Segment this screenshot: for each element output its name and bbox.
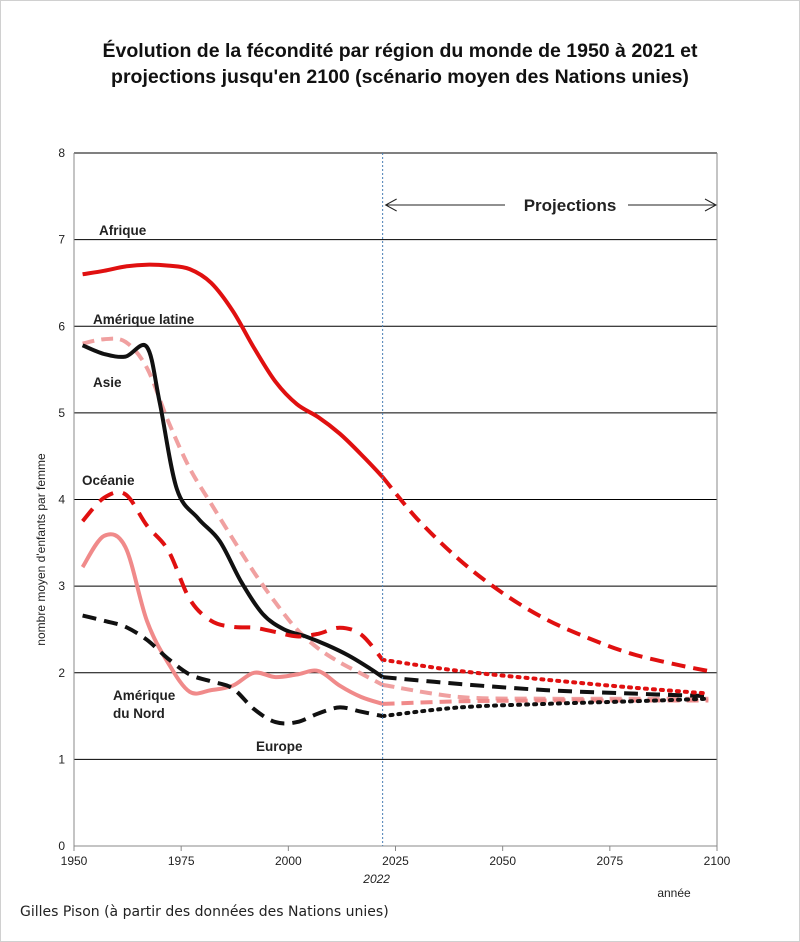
x-tick-label-1950: 1950 (61, 854, 88, 868)
series-4-observed-line (80, 532, 384, 706)
y-tick-label-2: 2 (58, 666, 65, 680)
y-axis-title: nombre moyen d'enfants par femme (34, 453, 48, 646)
x-tick-label-2050: 2050 (489, 854, 516, 868)
series-3-observed-line (81, 490, 385, 662)
y-tick-label-8: 8 (58, 146, 65, 160)
projection-arrow-right-head (704, 198, 718, 212)
x-axis-title: année (657, 886, 691, 900)
projection-label: Projections (524, 196, 617, 215)
region-label-0: Afrique (99, 223, 147, 238)
marker-year-label: 2022 (362, 872, 390, 886)
series-2-projection-line (382, 675, 709, 699)
grid-lines (74, 152, 717, 760)
series-5-observed-line (82, 613, 384, 726)
annotations-layer: 2022 Projections (362, 153, 718, 886)
region-label-2: Asie (93, 375, 122, 390)
series-0-projection-line (381, 475, 709, 673)
region-label-5: du Nord (113, 706, 165, 721)
series-2-observed-line (81, 343, 384, 679)
x-tick-label-2075: 2075 (596, 854, 623, 868)
y-tick-label-1: 1 (58, 752, 65, 766)
x-tick-label-2025: 2025 (382, 854, 409, 868)
region-label-4: Amérique (113, 688, 176, 703)
y-tick-label-0: 0 (58, 839, 65, 853)
x-tick-label-2100: 2100 (704, 854, 731, 868)
projection-arrow-left-head (384, 198, 397, 212)
x-tick-label-2000: 2000 (275, 854, 302, 868)
chart-title: Évolution de la fécondité par région du … (102, 40, 698, 88)
y-tick-label-3: 3 (58, 579, 65, 593)
series-1-observed-line (82, 336, 384, 687)
labels-layer: Afrique Amérique latine Asie Océanie Amériqu… (82, 223, 303, 754)
y-tick-label-4: 4 (58, 493, 65, 507)
y-tick-label-7: 7 (58, 233, 65, 247)
region-label-1: Amérique latine (93, 312, 195, 327)
series-3-projection-line (380, 657, 711, 696)
y-tick-label-6: 6 (58, 319, 65, 333)
axes: 0 1 2 3 4 5 6 7 8 1950 1975 2000 2025 2050 2075 2100 nom… (34, 146, 731, 900)
y-tick-label-5: 5 (58, 406, 65, 420)
series-5-projection-line (380, 696, 711, 719)
series-layer (80, 262, 711, 726)
region-label-3: Océanie (82, 473, 135, 488)
region-label-6: Europe (256, 739, 303, 754)
source-credit: Gilles Pison (à partir des données des N… (20, 904, 389, 920)
series-0-observed-line (82, 262, 385, 479)
x-tick-label-1975: 1975 (168, 854, 195, 868)
